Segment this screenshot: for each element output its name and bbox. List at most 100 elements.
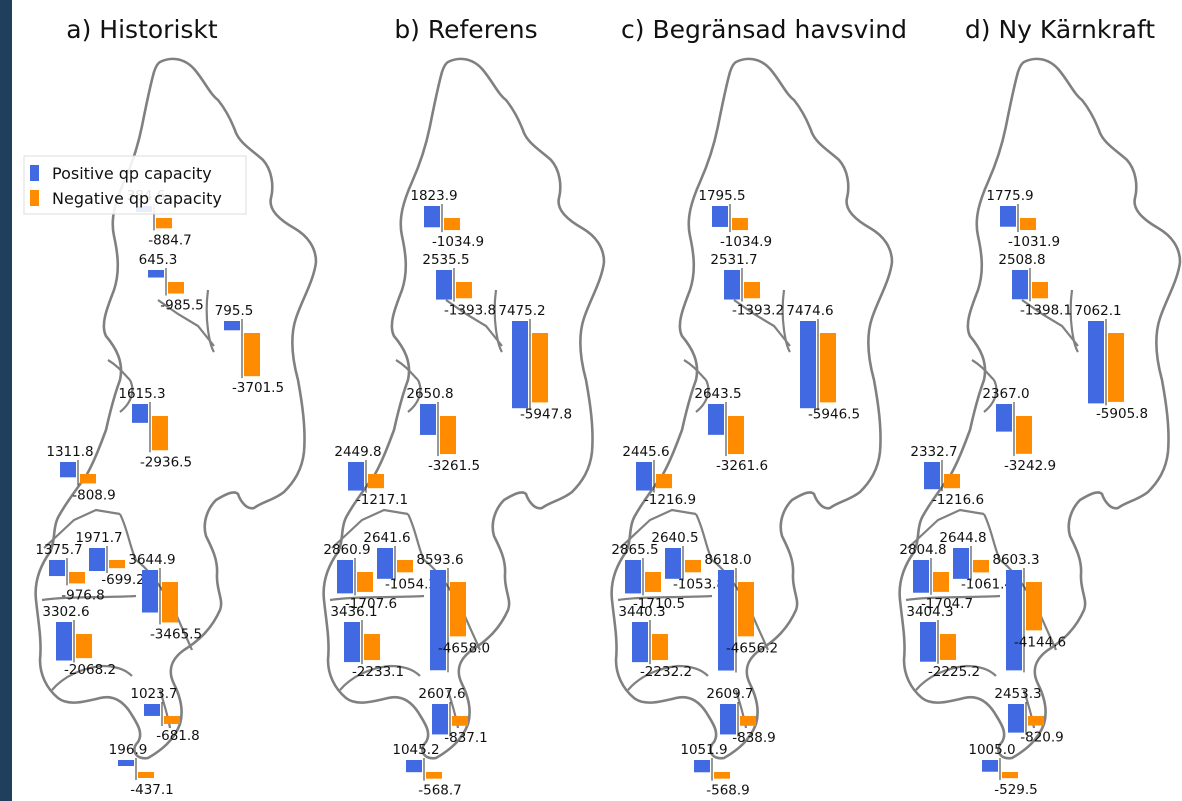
data-label-positive: 1615.3 (118, 386, 165, 402)
zone-bars: 2609.7 -838.9 (706, 686, 775, 746)
bar-negative (940, 634, 956, 660)
data-label-negative: -3465.5 (150, 626, 202, 642)
zone-bars: 7474.6 -5946.5 (786, 303, 860, 422)
data-label-positive: 3440.3 (618, 604, 665, 620)
zone-bars: 8618.0 -4656.2 (704, 552, 778, 673)
data-label-positive: 1023.7 (130, 686, 177, 702)
zone-bars: 1023.7 -681.8 (130, 686, 199, 744)
data-label-positive: 1775.9 (986, 188, 1033, 204)
data-label-positive: 1795.5 (698, 188, 745, 204)
bar-positive (920, 622, 936, 662)
data-label-negative: -808.9 (72, 487, 116, 503)
data-label-negative: -3242.9 (1004, 458, 1056, 474)
data-label-positive: 2607.6 (418, 686, 465, 702)
bar-negative (450, 582, 466, 637)
panel-a: a) Historiskt384.6-884.7645.3-985.5795.5… (34, 15, 318, 798)
zone-bars: 645.3 -985.5 (139, 252, 204, 313)
data-label-positive: 1823.9 (410, 188, 457, 204)
zone-bars: 2449.8 -1217.1 (334, 444, 408, 508)
zone-bars: 1375.7 -976.8 (35, 542, 104, 603)
data-label-negative: -1393.2 (732, 302, 784, 318)
data-label-negative: -681.8 (156, 728, 200, 744)
data-label-positive: 1005.0 (968, 742, 1015, 758)
zone-bars: 2332.7 -1216.6 (910, 444, 984, 508)
zone-bars: 1795.5 -1034.9 (698, 188, 772, 250)
data-label-negative: -4656.2 (726, 640, 778, 656)
bar-negative (440, 416, 456, 455)
data-label-negative: -1054.2 (385, 576, 437, 592)
bar-positive (1088, 321, 1104, 404)
bar-positive (56, 622, 72, 661)
chart-figure: a) Historiskt384.6-884.7645.3-985.5795.5… (23, 15, 1182, 799)
zone-bars: 2531.7 -1393.2 (710, 252, 784, 318)
bar-positive (436, 270, 452, 300)
bar-positive (49, 560, 65, 577)
bar-positive (89, 548, 105, 572)
data-label-positive: 7062.1 (1074, 303, 1121, 319)
bar-positive (424, 206, 440, 228)
zone-bars: 2453.3 -820.9 (994, 686, 1063, 746)
data-label-positive: 2535.5 (422, 252, 469, 268)
zone-bars: 1971.7 -699.2 (75, 530, 144, 588)
bar-positive (1008, 704, 1024, 733)
bar-negative (456, 282, 472, 299)
data-label-positive: 7475.2 (498, 303, 545, 319)
zone-bars: 7062.1 -5905.8 (1074, 303, 1148, 422)
data-label-negative: -1398.1 (1020, 302, 1072, 318)
zone-bars: 1311.8 -808.9 (46, 444, 115, 503)
data-label-negative: -2936.5 (140, 454, 192, 470)
zone-bars: 2641.6 -1054.2 (363, 530, 437, 592)
data-label-positive: 2641.6 (363, 530, 410, 546)
bar-negative (1032, 282, 1048, 299)
data-label-negative: -2233.1 (352, 664, 404, 680)
bar-positive (348, 462, 364, 491)
bar-positive (724, 270, 740, 300)
bar-negative (138, 772, 154, 778)
zone-bars: 2865.5 -1710.5 (611, 542, 685, 612)
figure: a) Historiskt384.6-884.7645.3-985.5795.5… (12, 0, 1182, 801)
bar-positive (632, 622, 648, 663)
bar-negative (357, 572, 373, 592)
data-label-negative: -884.7 (148, 232, 192, 248)
data-label-negative: -568.7 (418, 783, 462, 799)
zone-bars: 2445.6 -1216.9 (622, 444, 696, 508)
bar-negative (744, 282, 760, 299)
bar-negative (164, 716, 180, 724)
panel-title: a) Historiskt (66, 15, 218, 44)
data-label-positive: 2640.5 (651, 530, 698, 546)
data-label-positive: 2865.5 (611, 542, 658, 558)
bar-positive (430, 570, 446, 671)
panel-d: d) Ny Kärnkraft 1775.9 -1031.9 2508.8 -1398.… (898, 15, 1182, 798)
data-label-negative: -1061.4 (961, 576, 1013, 592)
bar-negative (933, 572, 949, 592)
data-label-negative: -437.1 (130, 782, 174, 798)
data-label-positive: 2449.8 (334, 444, 381, 460)
bar-positive (1000, 206, 1016, 227)
panel-title: d) Ny Kärnkraft (965, 15, 1155, 44)
legend-box (23, 155, 247, 215)
bar-negative (656, 474, 672, 489)
data-label-positive: 2332.7 (910, 444, 957, 460)
bar-positive (132, 404, 148, 423)
bar-positive (224, 321, 240, 331)
data-label-negative: -2225.2 (928, 664, 980, 680)
data-label-positive: 196.9 (109, 742, 148, 758)
bar-positive (1012, 270, 1028, 300)
zone-bars: 8593.6 -4658.0 (416, 552, 490, 673)
data-label-positive: 2453.3 (994, 686, 1041, 702)
data-label-positive: 1311.8 (46, 444, 93, 460)
data-label-negative: -1034.9 (720, 234, 772, 250)
legend-label-negative: Negative qp capacity (52, 189, 222, 208)
bar-negative (168, 282, 184, 294)
bar-negative (452, 716, 468, 726)
zone-bars: 795.5 -3701.5 (215, 303, 284, 396)
zone-bars: 8603.3 -4144.6 (992, 552, 1066, 673)
bar-negative (1002, 772, 1018, 779)
bar-positive (344, 622, 360, 663)
data-label-negative: -5905.8 (1096, 406, 1148, 422)
data-label-negative: -699.2 (101, 572, 145, 588)
data-label-negative: -1216.6 (932, 492, 984, 508)
zone-bars: 7475.2 -5947.8 (498, 303, 572, 422)
bar-negative (685, 560, 701, 573)
bar-negative (69, 572, 85, 584)
